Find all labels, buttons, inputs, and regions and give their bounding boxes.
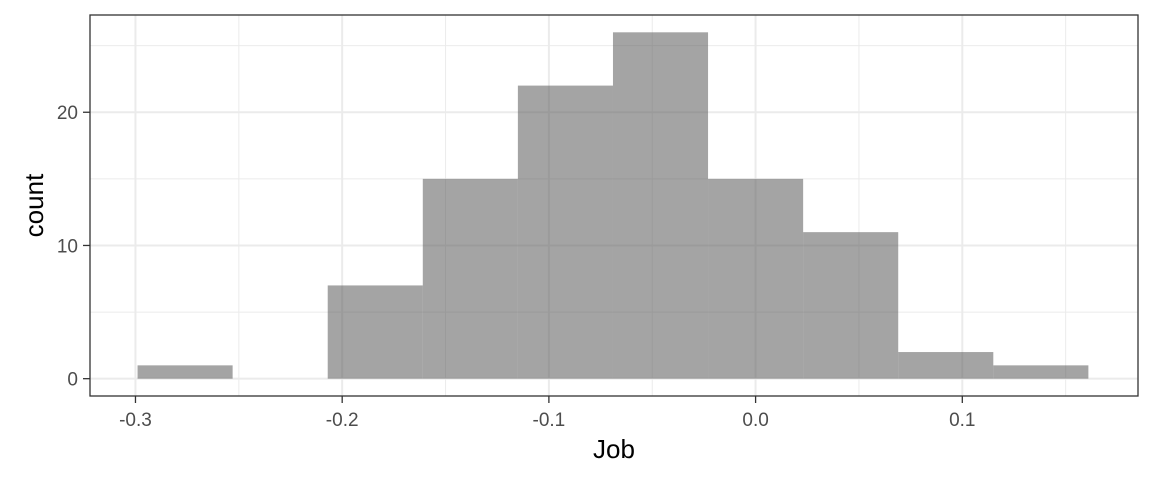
x-tick-label: 0.1 [949, 410, 975, 431]
y-tick-label: 20 [57, 103, 78, 124]
x-tick-label: -0.2 [326, 410, 359, 431]
histogram-bar [612, 32, 709, 379]
x-axis-title: Job [593, 434, 635, 464]
histogram-bar [898, 352, 994, 379]
y-tick-label: 0 [67, 370, 78, 391]
panel-border [89, 14, 1139, 397]
histogram-bar [422, 178, 518, 379]
x-axis-ticks: -0.3 -0.2 -0.1 0.0 0.1 [119, 396, 976, 431]
x-tick-label: -0.1 [533, 410, 566, 431]
bars [137, 32, 1089, 379]
x-tick-label: -0.3 [119, 410, 152, 431]
histogram-bar [327, 285, 423, 379]
histogram-bar [517, 85, 613, 379]
histogram-bar [993, 365, 1089, 379]
histogram-bar [137, 365, 233, 379]
histogram-bar [803, 232, 899, 379]
histogram-bar [708, 178, 804, 379]
y-axis-title: count [19, 173, 49, 237]
y-tick-label: 10 [57, 236, 78, 257]
y-axis-ticks: 0 10 20 [57, 103, 90, 391]
x-tick-label: 0.0 [742, 410, 768, 431]
